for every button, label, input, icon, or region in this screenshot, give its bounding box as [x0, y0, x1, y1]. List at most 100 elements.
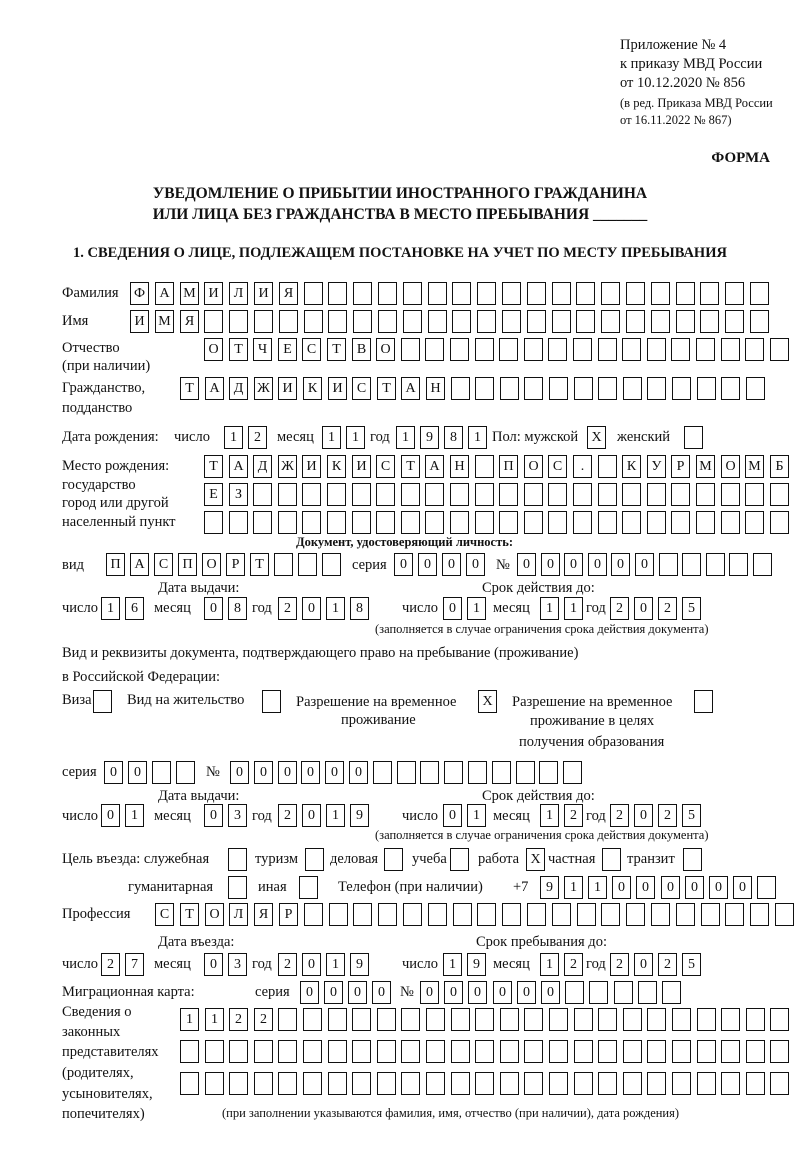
char-box[interactable]	[499, 483, 518, 506]
char-box[interactable]	[180, 1040, 199, 1063]
char-box[interactable]: 0	[325, 761, 344, 784]
char-box[interactable]	[622, 511, 641, 534]
char-box[interactable]	[420, 761, 439, 784]
char-box[interactable]: 0	[466, 553, 485, 576]
char-box[interactable]	[502, 903, 521, 926]
char-box[interactable]: 0	[612, 876, 631, 899]
char-box[interactable]	[425, 338, 444, 361]
char-box[interactable]: 0	[394, 553, 413, 576]
char-box[interactable]: 1	[205, 1008, 224, 1031]
char-box[interactable]	[524, 511, 543, 534]
char-box[interactable]: 0	[517, 553, 536, 576]
char-box[interactable]	[623, 377, 642, 400]
char-box[interactable]	[450, 338, 469, 361]
checkbox[interactable]	[299, 876, 318, 899]
checkbox[interactable]: X	[526, 848, 545, 871]
char-box[interactable]	[659, 553, 678, 576]
char-box[interactable]: А	[130, 553, 149, 576]
char-box[interactable]	[701, 903, 720, 926]
char-box[interactable]	[757, 876, 776, 899]
char-box[interactable]	[622, 483, 641, 506]
char-box[interactable]: 2	[101, 953, 120, 976]
char-box[interactable]: 1	[540, 804, 559, 827]
char-box[interactable]	[598, 1008, 617, 1031]
char-box[interactable]: Я	[254, 903, 273, 926]
char-box[interactable]: 1	[467, 804, 486, 827]
char-box[interactable]: 0	[204, 953, 223, 976]
char-box[interactable]	[524, 338, 543, 361]
char-box[interactable]: Я	[180, 310, 199, 333]
char-box[interactable]: О	[202, 553, 221, 576]
char-box[interactable]: 2	[278, 597, 297, 620]
char-box[interactable]	[770, 1040, 789, 1063]
char-box[interactable]	[328, 310, 347, 333]
char-box[interactable]	[626, 310, 645, 333]
char-box[interactable]: З	[229, 483, 248, 506]
char-box[interactable]: 3	[228, 953, 247, 976]
char-box[interactable]	[576, 310, 595, 333]
char-box[interactable]	[598, 483, 617, 506]
char-box[interactable]: 0	[302, 953, 321, 976]
char-box[interactable]: Т	[229, 338, 248, 361]
char-box[interactable]	[662, 981, 681, 1004]
char-box[interactable]	[671, 483, 690, 506]
char-box[interactable]: 0	[588, 553, 607, 576]
char-box[interactable]: 0	[442, 553, 461, 576]
char-box[interactable]	[254, 1040, 273, 1063]
char-box[interactable]: Т	[377, 377, 396, 400]
char-box[interactable]: 5	[682, 953, 701, 976]
char-box[interactable]: Е	[204, 483, 223, 506]
char-box[interactable]	[229, 1040, 248, 1063]
char-box[interactable]	[614, 981, 633, 1004]
char-box[interactable]	[401, 338, 420, 361]
char-box[interactable]	[647, 338, 666, 361]
char-box[interactable]	[500, 377, 519, 400]
checkbox[interactable]	[683, 848, 702, 871]
char-box[interactable]: 0	[635, 553, 654, 576]
char-box[interactable]: 0	[300, 981, 319, 1004]
char-box[interactable]	[377, 1008, 396, 1031]
char-box[interactable]	[475, 338, 494, 361]
char-box[interactable]: 1	[326, 804, 345, 827]
char-box[interactable]: Ж	[278, 455, 297, 478]
char-box[interactable]	[475, 377, 494, 400]
char-box[interactable]	[721, 338, 740, 361]
char-box[interactable]: 1	[180, 1008, 199, 1031]
char-box[interactable]	[475, 483, 494, 506]
char-box[interactable]	[745, 338, 764, 361]
char-box[interactable]: 0	[443, 804, 462, 827]
char-box[interactable]	[452, 310, 471, 333]
char-box[interactable]: 9	[350, 953, 369, 976]
char-box[interactable]: Р	[279, 903, 298, 926]
char-box[interactable]	[279, 310, 298, 333]
char-box[interactable]	[721, 377, 740, 400]
char-box[interactable]: М	[180, 282, 199, 305]
char-box[interactable]: 1	[125, 804, 144, 827]
char-box[interactable]	[450, 483, 469, 506]
char-box[interactable]	[725, 310, 744, 333]
char-box[interactable]	[205, 1040, 224, 1063]
char-box[interactable]	[477, 903, 496, 926]
char-box[interactable]	[353, 903, 372, 926]
char-box[interactable]	[721, 483, 740, 506]
char-box[interactable]	[574, 1072, 593, 1095]
char-box[interactable]	[451, 377, 470, 400]
char-box[interactable]: П	[178, 553, 197, 576]
char-box[interactable]	[539, 761, 558, 784]
char-box[interactable]	[524, 1008, 543, 1031]
char-box[interactable]	[278, 483, 297, 506]
char-box[interactable]	[492, 761, 511, 784]
char-box[interactable]	[676, 903, 695, 926]
char-box[interactable]	[647, 377, 666, 400]
char-box[interactable]: 0	[349, 761, 368, 784]
char-box[interactable]: С	[155, 903, 174, 926]
char-box[interactable]	[524, 483, 543, 506]
char-box[interactable]	[401, 483, 420, 506]
char-box[interactable]: В	[352, 338, 371, 361]
char-box[interactable]	[746, 1040, 765, 1063]
char-box[interactable]	[502, 310, 521, 333]
char-box[interactable]	[647, 1008, 666, 1031]
char-box[interactable]	[626, 903, 645, 926]
char-box[interactable]	[770, 483, 789, 506]
char-box[interactable]: С	[352, 377, 371, 400]
